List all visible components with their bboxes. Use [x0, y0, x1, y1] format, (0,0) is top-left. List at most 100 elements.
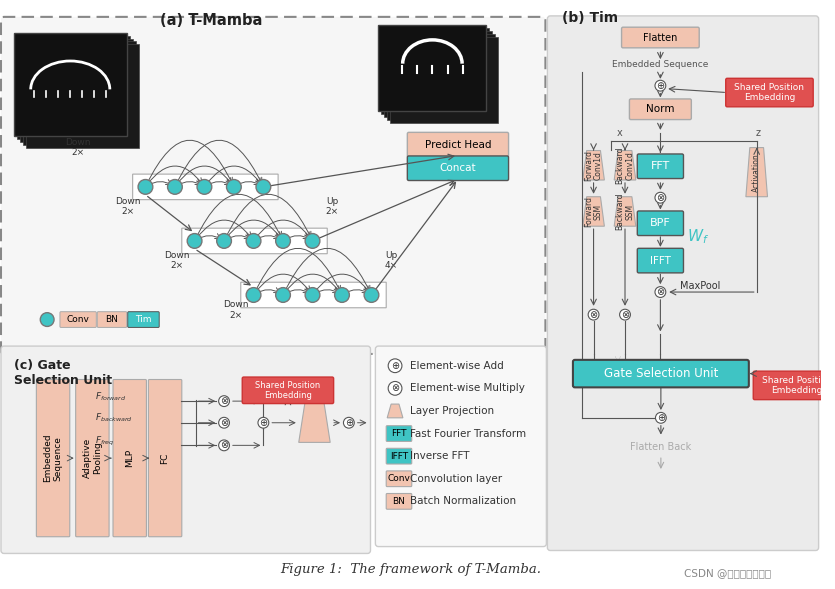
- Circle shape: [138, 180, 153, 194]
- Circle shape: [655, 287, 665, 297]
- Text: BN: BN: [105, 315, 119, 324]
- Bar: [390, 37, 498, 123]
- Bar: [13, 32, 127, 136]
- FancyBboxPatch shape: [60, 312, 96, 327]
- Circle shape: [197, 180, 212, 194]
- Polygon shape: [387, 404, 403, 418]
- FancyBboxPatch shape: [133, 174, 278, 200]
- Text: FFT: FFT: [650, 161, 670, 171]
- Text: CSDN @明初哈都能学会: CSDN @明初哈都能学会: [684, 568, 771, 578]
- Text: Up
4×: Up 4×: [385, 251, 397, 270]
- Text: Down
2×: Down 2×: [65, 138, 91, 157]
- Text: ⊗: ⊗: [656, 287, 665, 297]
- Text: MLP: MLP: [125, 449, 134, 467]
- Polygon shape: [615, 151, 635, 180]
- FancyBboxPatch shape: [637, 249, 684, 273]
- Circle shape: [655, 412, 666, 423]
- Text: Flatten: Flatten: [643, 32, 677, 42]
- Circle shape: [258, 418, 269, 428]
- FancyBboxPatch shape: [182, 228, 327, 254]
- FancyBboxPatch shape: [753, 371, 835, 400]
- Text: Shared Position
Embedding: Shared Position Embedding: [735, 83, 804, 102]
- Text: ⊕: ⊕: [657, 413, 665, 423]
- FancyBboxPatch shape: [113, 379, 146, 537]
- Text: Up
2×: Up 2×: [326, 197, 339, 216]
- Bar: [20, 38, 133, 142]
- FancyBboxPatch shape: [630, 99, 691, 120]
- Text: FFT: FFT: [392, 429, 407, 438]
- Text: FC: FC: [160, 452, 170, 464]
- Circle shape: [305, 287, 320, 302]
- FancyBboxPatch shape: [637, 154, 684, 178]
- Bar: [387, 34, 495, 120]
- Text: Down
2×: Down 2×: [164, 251, 190, 270]
- Bar: [382, 28, 489, 114]
- Circle shape: [217, 234, 231, 249]
- FancyBboxPatch shape: [387, 494, 412, 509]
- Text: Norm: Norm: [646, 104, 675, 114]
- Text: Tim: Tim: [135, 315, 152, 324]
- Bar: [17, 35, 129, 139]
- FancyBboxPatch shape: [637, 211, 684, 236]
- Bar: [26, 44, 139, 148]
- Circle shape: [364, 287, 379, 302]
- Text: MaxPool: MaxPool: [680, 281, 721, 291]
- Text: Shared Position
Embedding: Shared Position Embedding: [762, 376, 832, 395]
- Polygon shape: [299, 398, 330, 442]
- FancyBboxPatch shape: [621, 27, 699, 48]
- Text: $W_f$: $W_f$: [686, 227, 709, 246]
- FancyBboxPatch shape: [387, 471, 412, 487]
- FancyBboxPatch shape: [128, 312, 159, 327]
- Text: Flatten Back: Flatten Back: [630, 442, 691, 452]
- FancyBboxPatch shape: [573, 360, 749, 388]
- Text: ⊗: ⊗: [621, 310, 629, 320]
- Text: Down
2×: Down 2×: [115, 197, 140, 216]
- Text: Element-wise Multiply: Element-wise Multiply: [410, 383, 524, 393]
- Text: Backward
SSM: Backward SSM: [615, 193, 635, 230]
- Text: (b) Tim: (b) Tim: [562, 11, 618, 25]
- Polygon shape: [746, 148, 767, 197]
- Text: Layer Projection: Layer Projection: [410, 406, 494, 416]
- Text: Adaptive
Pooling: Adaptive Pooling: [83, 438, 102, 478]
- FancyBboxPatch shape: [548, 16, 818, 551]
- Polygon shape: [583, 197, 605, 226]
- Text: Down
2×: Down 2×: [223, 300, 249, 320]
- Text: ⊗: ⊗: [590, 310, 598, 320]
- Text: Element-wise Add: Element-wise Add: [410, 360, 504, 370]
- Text: Activation: Activation: [752, 153, 762, 191]
- Bar: [378, 25, 487, 111]
- Text: IFFT: IFFT: [390, 452, 408, 461]
- Circle shape: [246, 287, 261, 302]
- FancyBboxPatch shape: [149, 379, 182, 537]
- Text: ⊗: ⊗: [656, 193, 665, 203]
- Text: Gate Selection Unit: Gate Selection Unit: [604, 367, 718, 380]
- Text: (c) Gate
Selection Unit: (c) Gate Selection Unit: [13, 359, 112, 387]
- Circle shape: [388, 359, 402, 373]
- FancyBboxPatch shape: [240, 282, 387, 308]
- Circle shape: [256, 180, 271, 194]
- Circle shape: [276, 287, 291, 302]
- Text: (a) T-Mamba: (a) T-Mamba: [160, 13, 262, 28]
- Circle shape: [40, 313, 54, 326]
- Text: Conv: Conv: [387, 474, 411, 483]
- Circle shape: [168, 180, 182, 194]
- Circle shape: [655, 192, 665, 203]
- FancyBboxPatch shape: [76, 379, 109, 537]
- FancyBboxPatch shape: [376, 346, 546, 547]
- Text: Forward
Conv1d: Forward Conv1d: [584, 150, 603, 181]
- FancyBboxPatch shape: [37, 379, 70, 537]
- Text: x: x: [617, 128, 623, 138]
- Text: Convolution layer: Convolution layer: [410, 474, 502, 484]
- Text: Batch Normalization: Batch Normalization: [410, 497, 516, 507]
- FancyBboxPatch shape: [407, 133, 509, 157]
- Text: ⊗: ⊗: [391, 383, 399, 393]
- Text: Embedded
Sequence: Embedded Sequence: [43, 434, 63, 482]
- Text: Fast Fourier Transform: Fast Fourier Transform: [410, 429, 526, 439]
- Text: $F_{freq}$: $F_{freq}$: [95, 435, 115, 448]
- Bar: [23, 41, 135, 145]
- Circle shape: [276, 234, 291, 249]
- Text: ⊕: ⊕: [656, 81, 665, 91]
- FancyBboxPatch shape: [407, 156, 509, 180]
- FancyBboxPatch shape: [1, 346, 371, 554]
- Text: ⊗: ⊗: [220, 418, 228, 428]
